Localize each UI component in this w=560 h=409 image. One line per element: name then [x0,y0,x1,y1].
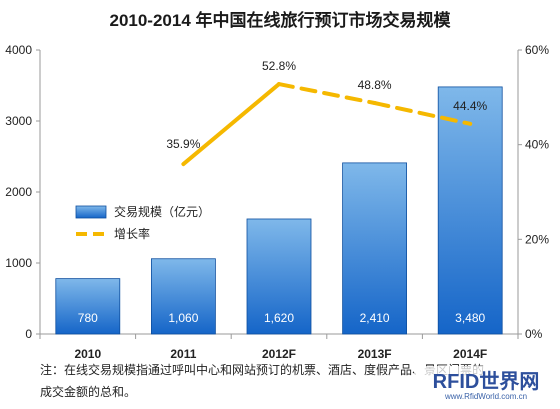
y-left-tick-label: 1000 [5,256,32,270]
x-tick-label: 2011 [170,347,196,361]
growth-line-group: 35.9% 52.8% 48.8% 44.4% [166,59,488,167]
watermark-logo: RFID世界网 www.RfidWorld.com.cn [414,366,558,404]
growth-line-segment [277,82,377,106]
note-line-2: 成交金额的总和。 [40,384,136,399]
bar-value-label: 3,480 [455,311,485,325]
growth-value-label: 44.4% [453,99,487,113]
y-right-tick-label: 40% [525,138,549,152]
growth-value-label: 35.9% [166,137,200,151]
bar [55,278,121,335]
bar-value-label: 1,060 [168,311,198,325]
y-right-tick-label: 60% [525,43,549,57]
bar-value-label: 1,620 [264,311,294,325]
axes: 0 1000 2000 3000 4000 0% 20% 40% 60% 2010 2011 2012… [5,43,549,361]
watermark-text: RFID世界网 [433,370,540,393]
bar [342,162,408,335]
bar [437,86,503,335]
bars-group: 780 1,060 1,620 2,410 3,480 [55,86,503,335]
growth-value-label: 48.8% [358,78,392,92]
bar [150,258,216,335]
growth-value-label: 52.8% [262,59,296,73]
x-tick-label: 2010 [74,347,101,361]
bar-value-label: 780 [78,311,98,325]
growth-line-segment [181,82,281,167]
x-tick-label: 2014F [453,347,487,361]
growth-line-segment [372,101,473,126]
y-left-tick-label: 4000 [5,43,32,57]
legend-bar-swatch [75,205,107,219]
bar-value-label: 2,410 [360,311,390,325]
legend: 交易规模（亿元） 增长率 [75,204,210,241]
note-line-1: 注：在线交易规模指通过呼叫中心和网站预订的机票、酒店、度假产品、景区门票的 [40,362,484,377]
legend-line-label: 增长率 [114,226,150,241]
chart-title: 2010-2014 年中国在线旅行预订市场交易规模 [109,10,451,30]
y-left-tick-label: 0 [25,327,32,341]
y-left-tick-label: 3000 [5,114,32,128]
y-right-tick-label: 20% [525,232,549,246]
y-right-tick-label: 0% [525,327,543,341]
bar [246,218,312,335]
x-tick-label: 2012F [262,347,296,361]
watermark-subtext: www.RfidWorld.com.cn [444,392,527,401]
x-tick-label: 2013F [358,347,392,361]
y-left-tick-label: 2000 [5,185,32,199]
legend-bar-label: 交易规模（亿元） [114,204,210,219]
